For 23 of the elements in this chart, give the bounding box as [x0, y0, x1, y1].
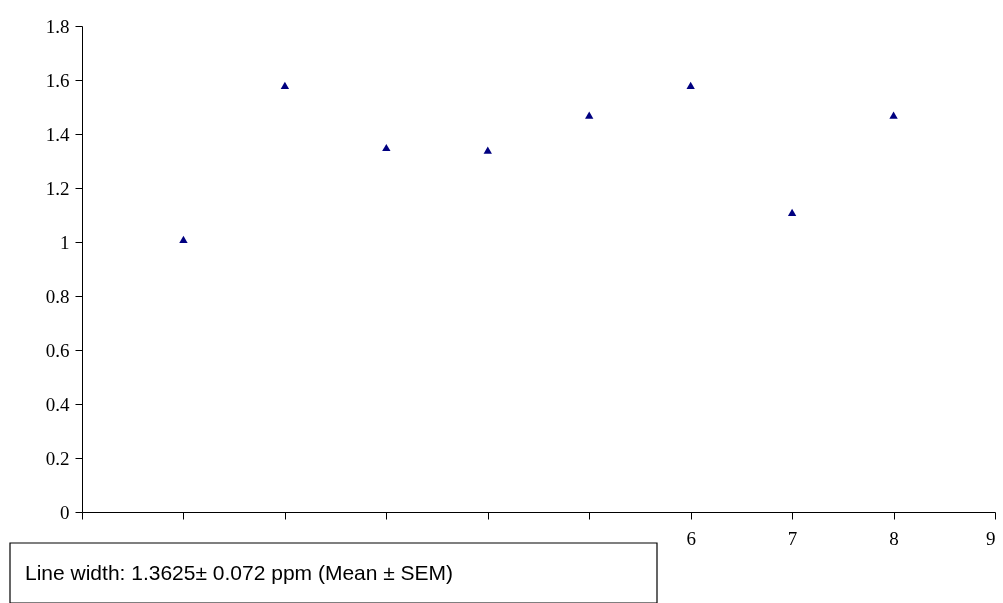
point: [280, 81, 290, 90]
y-tick-label: 1.6: [45, 69, 70, 91]
x-tick-label: 8: [889, 527, 899, 549]
point: [483, 146, 492, 154]
point: [686, 81, 695, 90]
y-tick-label: 0.8: [45, 285, 70, 307]
point: [179, 235, 188, 243]
y-tick-label: 1.2: [45, 177, 70, 199]
y-tick-label: 0: [60, 501, 70, 523]
y-tick-label: 0.2: [45, 447, 70, 469]
x-tick-label: 6: [686, 527, 696, 549]
x-tick-label: 7: [787, 527, 798, 549]
y-tick-label: 1.8: [45, 15, 70, 37]
point: [889, 111, 898, 119]
y-tick-label: 1.4: [45, 123, 70, 145]
x-tick-label: 9: [986, 527, 996, 549]
point: [382, 143, 391, 152]
y-tick-label: 1: [60, 231, 70, 253]
y-tick-label: 0.4: [45, 393, 70, 415]
point: [787, 208, 797, 216]
point: [585, 111, 594, 119]
text: Line width: 1.3625± 0.072 ppm (Mean ± SEM): [25, 561, 454, 584]
y-tick-label: 0.6: [45, 339, 70, 361]
